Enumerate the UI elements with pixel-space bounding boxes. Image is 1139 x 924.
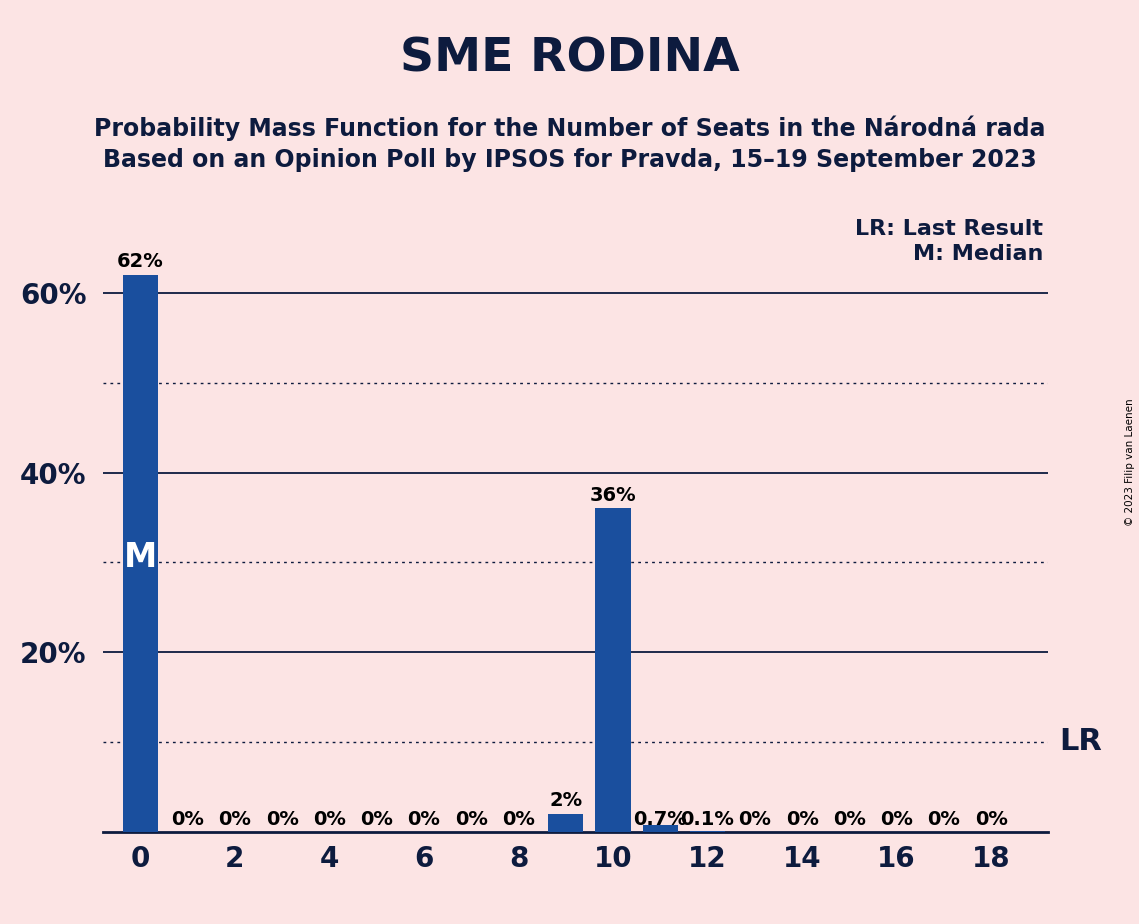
Text: LR: Last Result: LR: Last Result	[855, 219, 1043, 239]
Text: LR: LR	[1059, 727, 1101, 757]
Text: Based on an Opinion Poll by IPSOS for Pravda, 15–19 September 2023: Based on an Opinion Poll by IPSOS for Pr…	[103, 148, 1036, 172]
Text: 0%: 0%	[975, 810, 1008, 829]
Text: 0%: 0%	[833, 810, 866, 829]
Text: 0%: 0%	[738, 810, 771, 829]
Text: 0%: 0%	[927, 810, 960, 829]
Bar	[123, 275, 158, 832]
Text: 0%: 0%	[408, 810, 441, 829]
Text: 0%: 0%	[880, 810, 913, 829]
Text: 0%: 0%	[171, 810, 204, 829]
Text: 0%: 0%	[265, 810, 298, 829]
Text: 0%: 0%	[454, 810, 487, 829]
Text: M: M	[124, 541, 157, 575]
Text: 0%: 0%	[313, 810, 346, 829]
Bar	[596, 508, 631, 832]
Text: 0%: 0%	[360, 810, 393, 829]
Text: 0.1%: 0.1%	[681, 810, 735, 829]
Text: 36%: 36%	[590, 486, 637, 505]
Bar	[642, 825, 678, 832]
Text: 0.7%: 0.7%	[633, 810, 687, 829]
Text: M: Median: M: Median	[912, 244, 1043, 264]
Text: Probability Mass Function for the Number of Seats in the Národná rada: Probability Mass Function for the Number…	[93, 116, 1046, 141]
Text: 0%: 0%	[786, 810, 819, 829]
Bar	[548, 814, 583, 832]
Text: 62%: 62%	[117, 252, 164, 272]
Text: © 2023 Filip van Laenen: © 2023 Filip van Laenen	[1125, 398, 1134, 526]
Text: 0%: 0%	[219, 810, 252, 829]
Text: 0%: 0%	[502, 810, 535, 829]
Text: 2%: 2%	[549, 791, 582, 810]
Text: SME RODINA: SME RODINA	[400, 37, 739, 82]
